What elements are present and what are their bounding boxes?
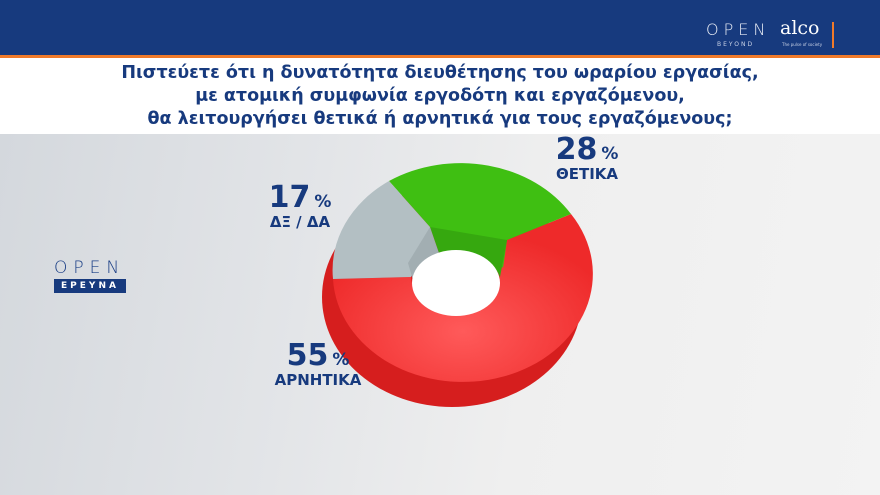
- slice-positive: [389, 163, 571, 268]
- label-positive: 28% ΘΕΤΙΚΑ: [555, 132, 619, 183]
- header-accent-line: [0, 55, 880, 58]
- question-line-3: θα λειτουργήσει θετικά ή αρνητικά για το…: [147, 109, 733, 129]
- question-title: Πιστεύετε ότι η δυνατότητα διευθέτησης τ…: [0, 62, 880, 131]
- donut-hole: [412, 250, 500, 316]
- label-dk-na: 17% ΔΞ / ΔΑ: [268, 180, 332, 231]
- slice-negative: [333, 214, 593, 382]
- open-beyond-logo: OPEN: [706, 20, 771, 39]
- header-bar: [0, 0, 880, 55]
- question-line-1: Πιστεύετε ότι η δυνατότητα διευθέτησης τ…: [121, 63, 759, 83]
- label-negative: 55% ΑΡΝΗΤΙΚΑ: [274, 338, 362, 389]
- open-ereyna-logo: OPEN: [54, 258, 126, 278]
- ereyna-badge: ΕΡΕΥΝΑ: [54, 279, 126, 293]
- title-band: [0, 58, 880, 134]
- question-line-2: με ατομική συμφωνία εργοδότη και εργαζόμ…: [195, 86, 685, 106]
- alco-tagline: The pulse of society: [782, 42, 823, 47]
- open-beyond-subtitle: BEYOND: [717, 41, 755, 48]
- alco-logo: alco: [780, 17, 820, 39]
- alco-accent-bar: [832, 22, 834, 48]
- slice-dk-na: [332, 181, 430, 279]
